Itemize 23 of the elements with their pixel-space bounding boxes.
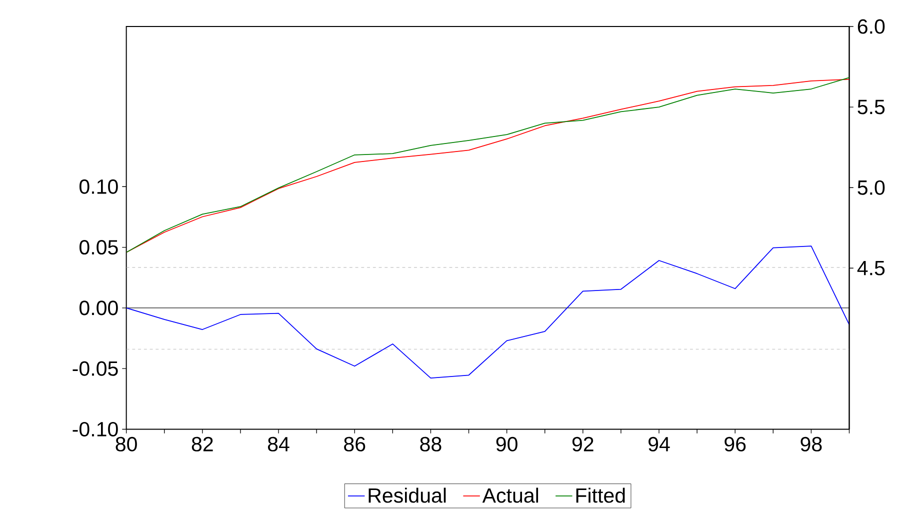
y-tick-label: 0.00	[80, 300, 118, 316]
x-tick-label: 82	[192, 437, 213, 452]
line-series	[126, 246, 850, 379]
y2-tick-label: 4.5	[857, 261, 885, 276]
y-tick-label: 0.10	[80, 180, 118, 194]
x-tick-label: 94	[648, 437, 670, 452]
x-tick-label: 80	[116, 437, 137, 452]
x-tick-label: 96	[724, 437, 746, 452]
legend-label: Fitted	[576, 488, 625, 503]
x-tick-label: 86	[344, 437, 366, 452]
y2-tick-label: 6.0	[858, 19, 885, 34]
legend-label: Actual	[482, 488, 538, 503]
x-tick-label: 88	[420, 437, 442, 452]
y2-tick-label: 5.0	[858, 180, 885, 196]
y-tick-label: -0.10	[72, 422, 118, 437]
x-tick-label: 92	[572, 437, 594, 452]
x-tick-label: 98	[800, 437, 822, 452]
x-tick-label: 84	[268, 437, 290, 452]
y-tick-label: 0.05	[80, 240, 118, 255]
y2-tick-label: 5.5	[858, 100, 885, 114]
x-tick-label: 90	[496, 437, 518, 452]
legend-label: Residual	[368, 488, 446, 503]
y-tick-label: -0.05	[72, 362, 118, 376]
